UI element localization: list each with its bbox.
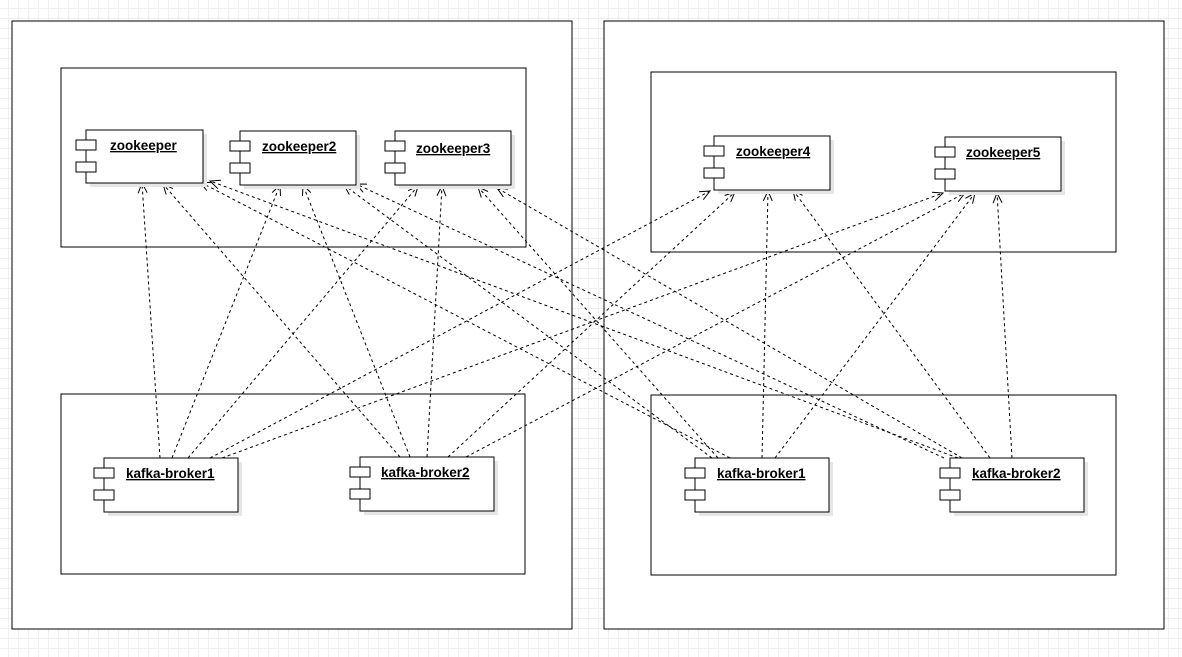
component-zookeeper2[interactable]: zookeeper2: [229, 130, 360, 189]
component-tab-icon: [703, 145, 725, 157]
dependency-edge: [302, 184, 411, 458]
component-tab-icon: [684, 467, 706, 479]
component-tab-icon: [229, 140, 251, 152]
component-label: zookeeper3: [416, 141, 491, 156]
component-tab-icon: [384, 140, 406, 152]
dependency-edge: [187, 185, 419, 459]
component-zookeeper5[interactable]: zookeeper5: [934, 136, 1065, 195]
component-tab-icon: [934, 168, 956, 180]
component-tab-icon: [229, 162, 251, 174]
component-label: kafka-broker1: [126, 466, 215, 481]
arrowhead-icon: [208, 179, 221, 190]
dependency-edge: [465, 192, 966, 458]
component-label: zookeeper: [110, 138, 178, 153]
component-kafka-broker2-right[interactable]: kafka-broker2: [939, 457, 1088, 516]
component-label: kafka-broker1: [717, 466, 806, 481]
component-kafka-broker2-left[interactable]: kafka-broker2: [349, 456, 498, 515]
component-tab-icon: [349, 466, 371, 478]
component-label: zookeeper2: [262, 139, 336, 154]
dependency-edge: [141, 182, 161, 459]
component-tab-icon: [75, 139, 97, 151]
component-zookeeper4[interactable]: zookeeper4: [703, 135, 834, 194]
component-tab-icon: [93, 489, 115, 501]
dependency-edge: [996, 192, 1013, 459]
dependency-edge: [774, 192, 976, 459]
arrowhead-icon: [932, 191, 945, 202]
component-tab-icon: [684, 489, 706, 501]
dependency-edges: [137, 179, 1013, 459]
component-kafka-broker1-right[interactable]: kafka-broker1: [684, 457, 833, 516]
dependency-edge: [221, 192, 944, 459]
component-zookeeper3[interactable]: zookeeper3: [384, 130, 515, 189]
component-zookeeper[interactable]: zookeeper: [75, 129, 207, 187]
component-tab-icon: [93, 467, 115, 479]
component-tab-icon: [384, 162, 406, 174]
dependency-edge: [355, 183, 945, 459]
component-label: zookeeper5: [966, 145, 1041, 160]
component-label: kafka-broker2: [972, 466, 1061, 481]
dependency-edge: [477, 186, 719, 459]
dependency-edge: [792, 189, 991, 459]
dependency-edge: [171, 184, 281, 459]
dependency-edge: [209, 190, 711, 459]
component-tab-icon: [934, 146, 956, 158]
dependency-edge: [343, 184, 713, 459]
arrowhead-icon: [699, 190, 712, 200]
component-tab-icon: [939, 467, 961, 479]
dependency-edge: [162, 183, 401, 458]
dependency-edge: [761, 190, 769, 459]
component-tab-icon: [75, 161, 97, 173]
component-label: kafka-broker2: [381, 465, 470, 480]
dependency-edge: [209, 180, 959, 459]
component-tab-icon: [939, 489, 961, 501]
dependency-edge: [447, 191, 736, 458]
component-tab-icon: [703, 167, 725, 179]
component-kafka-broker1-left[interactable]: kafka-broker1: [93, 457, 242, 516]
component-tab-icon: [349, 488, 371, 500]
component-label: zookeeper4: [736, 144, 811, 159]
